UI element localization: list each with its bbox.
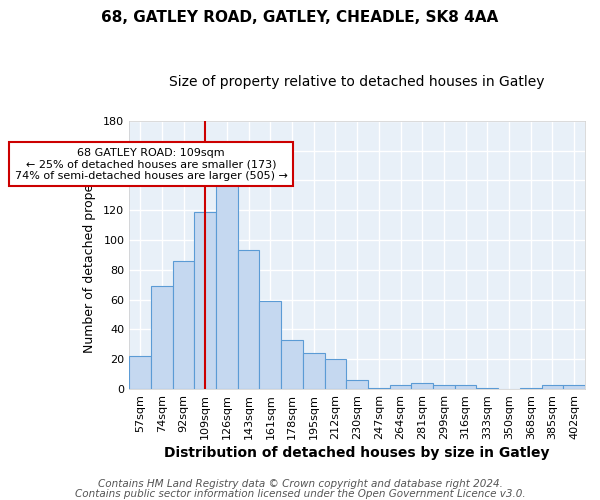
Bar bbox=[346, 380, 368, 389]
Bar bbox=[433, 384, 455, 389]
Bar bbox=[129, 356, 151, 389]
Bar bbox=[173, 261, 194, 389]
Bar bbox=[563, 384, 585, 389]
Text: 68 GATLEY ROAD: 109sqm
← 25% of detached houses are smaller (173)
74% of semi-de: 68 GATLEY ROAD: 109sqm ← 25% of detached… bbox=[14, 148, 287, 181]
Bar bbox=[151, 286, 173, 389]
X-axis label: Distribution of detached houses by size in Gatley: Distribution of detached houses by size … bbox=[164, 446, 550, 460]
Bar bbox=[281, 340, 303, 389]
Bar bbox=[412, 383, 433, 389]
Bar bbox=[476, 388, 498, 389]
Title: Size of property relative to detached houses in Gatley: Size of property relative to detached ho… bbox=[169, 75, 545, 89]
Bar bbox=[389, 384, 412, 389]
Y-axis label: Number of detached properties: Number of detached properties bbox=[83, 156, 97, 354]
Bar bbox=[303, 354, 325, 389]
Bar bbox=[194, 212, 216, 389]
Bar bbox=[542, 384, 563, 389]
Bar bbox=[455, 384, 476, 389]
Bar bbox=[325, 360, 346, 389]
Text: 68, GATLEY ROAD, GATLEY, CHEADLE, SK8 4AA: 68, GATLEY ROAD, GATLEY, CHEADLE, SK8 4A… bbox=[101, 10, 499, 25]
Text: Contains HM Land Registry data © Crown copyright and database right 2024.: Contains HM Land Registry data © Crown c… bbox=[98, 479, 502, 489]
Bar bbox=[238, 250, 259, 389]
Bar bbox=[259, 301, 281, 389]
Bar bbox=[216, 180, 238, 389]
Text: Contains public sector information licensed under the Open Government Licence v3: Contains public sector information licen… bbox=[74, 489, 526, 499]
Bar bbox=[520, 388, 542, 389]
Bar bbox=[368, 388, 389, 389]
